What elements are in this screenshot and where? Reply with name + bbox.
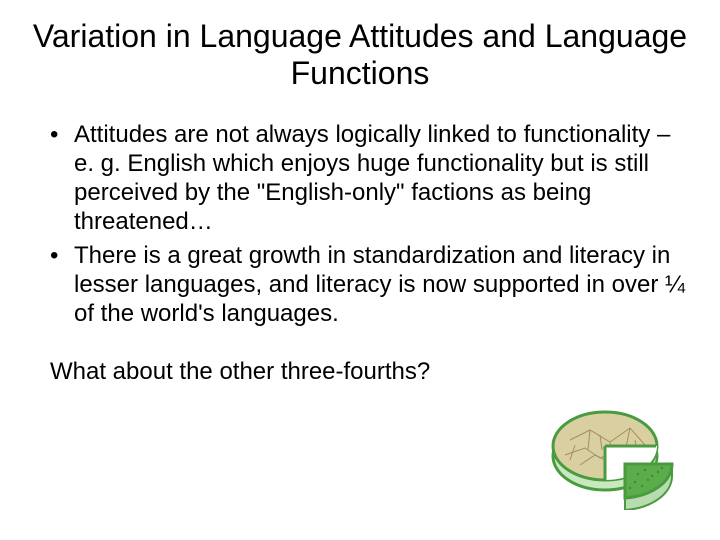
- bullet-item: There is a great growth in standardizati…: [74, 241, 690, 329]
- slide: Variation in Language Attitudes and Lang…: [0, 0, 720, 540]
- bullet-list: Attitudes are not always logically linke…: [30, 120, 690, 329]
- bullet-item: Attitudes are not always logically linke…: [74, 120, 690, 237]
- pie-graphic: [540, 400, 690, 510]
- question-text: What about the other three-fourths?: [30, 358, 690, 387]
- slide-title: Variation in Language Attitudes and Lang…: [30, 18, 690, 92]
- pie-icon: [540, 400, 690, 510]
